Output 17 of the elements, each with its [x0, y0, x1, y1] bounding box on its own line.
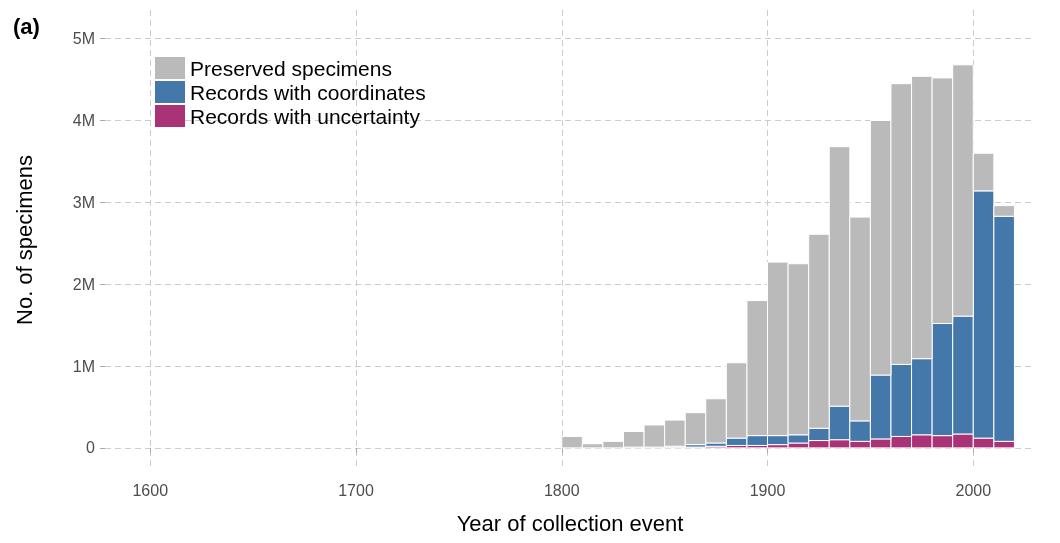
y-axis-title: No. of specimens: [11, 155, 37, 325]
x-tick-label: 2000: [955, 481, 992, 499]
y-tick-label: 1M: [72, 357, 95, 375]
x-tick-label: 1600: [132, 481, 169, 499]
x-axis-title: Year of collection event: [456, 510, 684, 536]
x-tick-label: 1700: [338, 481, 374, 499]
legend-label: Preserved specimens: [190, 56, 392, 80]
legend-label: Records with uncertainty: [190, 104, 421, 128]
legend-label: Records with coordinates: [190, 80, 426, 104]
y-tick-label: 4M: [72, 112, 95, 129]
x-tick-label: 1900: [749, 481, 786, 499]
x-tick-label: 1800: [543, 481, 580, 499]
y-tick-label: 5M: [72, 30, 95, 48]
chart-title: (a): [13, 13, 40, 39]
y-tick-label: 3M: [72, 193, 95, 211]
y-tick-label: 0: [86, 439, 96, 457]
y-tick-label: 2M: [72, 275, 95, 293]
